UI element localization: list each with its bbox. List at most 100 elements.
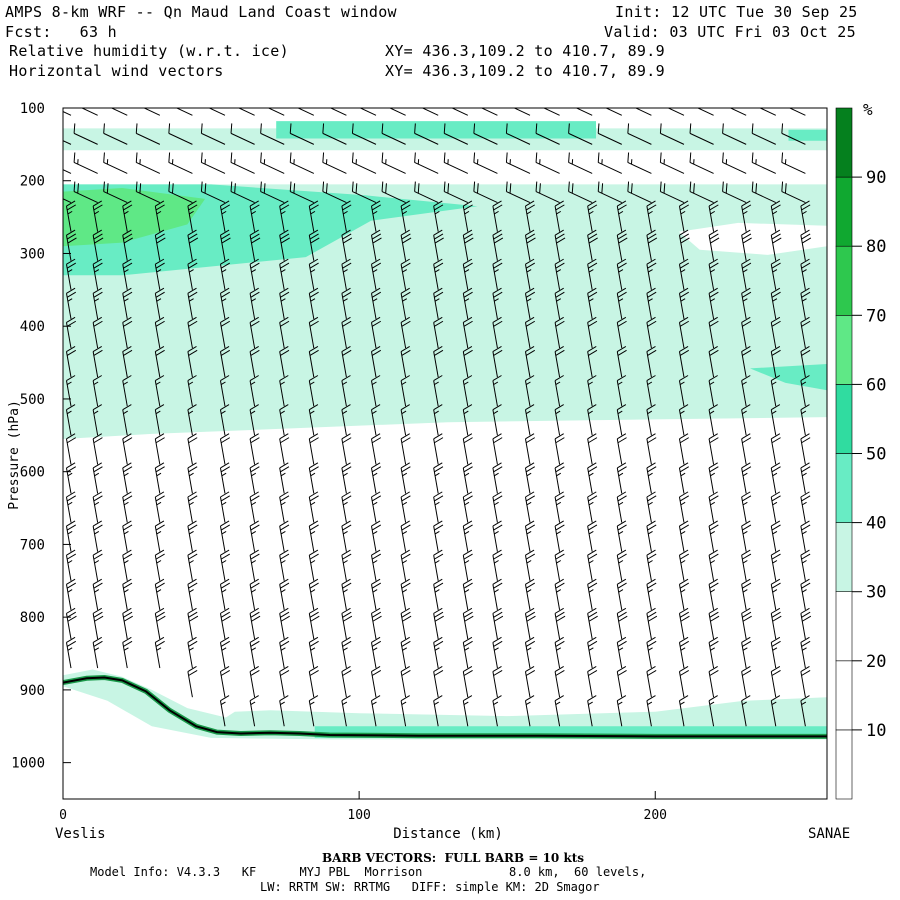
wind-barb [400, 491, 411, 523]
wind-barb [135, 181, 161, 204]
wind-barb [616, 666, 627, 698]
wind-barb [587, 549, 598, 581]
wind-barb [770, 636, 781, 669]
wind-barb [154, 491, 165, 523]
wind-barb [462, 462, 473, 494]
wind-barb [249, 404, 259, 436]
wind-barb [381, 123, 406, 145]
wind-barb [800, 462, 811, 494]
wind-barb [279, 345, 290, 378]
wind-barb [587, 258, 598, 290]
wind-barb [341, 404, 351, 436]
wind-barb [249, 695, 259, 727]
wind-barb [341, 695, 351, 727]
wind-barb [122, 229, 133, 261]
wind-barb [587, 578, 598, 610]
wind-barb [308, 578, 319, 610]
x-tick-label: 0 [59, 808, 67, 823]
wind-barb [708, 578, 719, 610]
wind-barb [678, 695, 689, 727]
wind-barb [308, 695, 319, 727]
colorbar-label: 20 [866, 652, 886, 672]
wind-barb [279, 549, 290, 581]
wind-barb [770, 491, 781, 523]
wind-barb [433, 404, 443, 436]
wind-barb [708, 375, 718, 407]
wind-barb [308, 258, 319, 290]
wind-barb [492, 375, 502, 407]
wind-barb [616, 578, 627, 610]
wind-barb [554, 404, 564, 436]
colorbar-label: 80 [866, 237, 886, 257]
wind-barb [219, 462, 231, 494]
wind-barb [492, 578, 503, 610]
wind-barb [800, 578, 811, 610]
wind-barb [451, 108, 469, 116]
x-tick-label: 200 [644, 808, 667, 823]
wind-barb [341, 316, 352, 349]
wind-barb [103, 181, 128, 204]
wind-barb [492, 258, 503, 290]
wind-barb [597, 123, 623, 145]
colorbar-bin [835, 107, 853, 178]
y-tick-label: 1000 [11, 756, 45, 772]
wind-barb [92, 491, 103, 523]
wind-barb [513, 108, 531, 116]
wind-barb [462, 666, 473, 698]
wind-barb [433, 666, 444, 698]
wind-barb [279, 695, 289, 727]
wind-barb [414, 152, 439, 174]
wind-barb [741, 287, 752, 320]
wind-barb [741, 666, 752, 698]
wind-barb [341, 578, 352, 610]
wind-barb [587, 666, 598, 698]
wind-barb-layer [63, 108, 812, 727]
wind-barb [65, 520, 77, 552]
wind-barb [433, 433, 444, 465]
wind-barb [708, 258, 719, 290]
wind-barb [414, 123, 439, 145]
wind-barb [63, 110, 72, 116]
wind-barb [678, 316, 690, 349]
wind-barb [249, 229, 261, 261]
wind-barb [554, 520, 565, 552]
wind-barb [249, 607, 261, 640]
wind-barb [433, 462, 444, 494]
wind-barb [696, 108, 714, 116]
wind-barb [751, 123, 776, 145]
wind-barb [524, 491, 536, 523]
wind-barb [433, 520, 444, 552]
wind-barb [741, 258, 752, 290]
wind-barb [505, 152, 531, 174]
wind-barb [63, 169, 72, 174]
wind-barb [200, 181, 226, 204]
wind-barb [230, 123, 255, 145]
wind-barb [770, 316, 781, 349]
wind-barb [627, 181, 652, 204]
wind-barb [462, 433, 473, 465]
wind-barb [689, 181, 714, 204]
rh-region-2 [788, 129, 827, 141]
wind-barb [616, 316, 627, 349]
wind-barb [289, 152, 315, 174]
wind-barb [92, 200, 103, 232]
wind-barb [329, 108, 347, 116]
wind-barb [359, 108, 377, 116]
wind-barb [400, 287, 411, 320]
wind-barb [154, 433, 165, 465]
wind-barb [800, 258, 811, 290]
wind-barb [187, 433, 198, 465]
wind-barb [758, 108, 776, 116]
wind-barb [554, 229, 566, 261]
wind-barb [219, 578, 231, 610]
wind-barb [289, 181, 315, 204]
wind-barb [308, 549, 319, 581]
wind-barb [473, 181, 498, 204]
wind-barb [678, 404, 689, 436]
wind-barb [554, 345, 565, 378]
wind-barb [219, 287, 231, 320]
wind-barb [433, 375, 443, 407]
colorbar-bin [835, 314, 853, 385]
wind-barb [605, 108, 623, 116]
wind-barb [421, 108, 439, 116]
